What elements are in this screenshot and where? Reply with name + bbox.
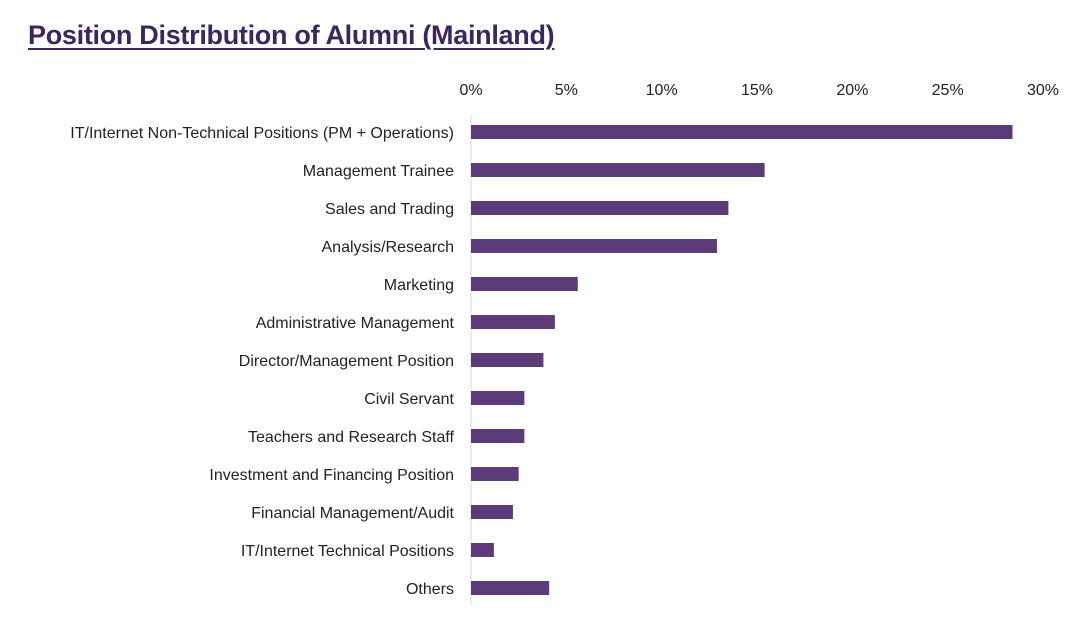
category-label: Investment and Financing Position (209, 467, 454, 484)
category-label: Marketing (384, 277, 454, 294)
bar (471, 353, 544, 367)
x-axis-ticks: 0% 5% 10% 15% 20% 25% 30% (459, 82, 1059, 99)
x-tick-label: 15% (741, 82, 773, 99)
bar (471, 315, 555, 329)
x-tick-label: 0% (459, 82, 482, 99)
category-label: Analysis/Research (322, 239, 455, 256)
category-label: Civil Servant (364, 391, 454, 408)
bar (471, 391, 525, 405)
bar (471, 239, 717, 253)
bar (471, 201, 729, 215)
bar (471, 277, 578, 291)
x-tick-label: 25% (932, 82, 964, 99)
category-label: IT/Internet Non-Technical Positions (PM … (70, 125, 454, 142)
category-label: Management Trainee (303, 163, 454, 180)
bar (471, 505, 513, 519)
bar (471, 543, 494, 557)
x-tick-label: 20% (836, 82, 868, 99)
category-label: Others (406, 581, 454, 598)
bar (471, 125, 1013, 139)
category-label: Financial Management/Audit (251, 505, 454, 522)
chart-title: Position Distribution of Alumni (Mainlan… (28, 20, 555, 50)
bars (471, 125, 1013, 595)
category-label: Sales and Trading (325, 201, 454, 218)
bar (471, 163, 765, 177)
category-label: Administrative Management (256, 315, 455, 332)
x-tick-label: 30% (1027, 82, 1059, 99)
category-label: Director/Management Position (239, 353, 454, 370)
category-label: IT/Internet Technical Positions (241, 543, 454, 560)
bar (471, 581, 550, 595)
bar (471, 429, 525, 443)
x-tick-label: 10% (646, 82, 678, 99)
category-labels: IT/Internet Non-Technical Positions (PM … (70, 125, 454, 598)
bar (471, 467, 519, 481)
x-tick-label: 5% (555, 82, 578, 99)
category-label: Teachers and Research Staff (248, 429, 455, 446)
